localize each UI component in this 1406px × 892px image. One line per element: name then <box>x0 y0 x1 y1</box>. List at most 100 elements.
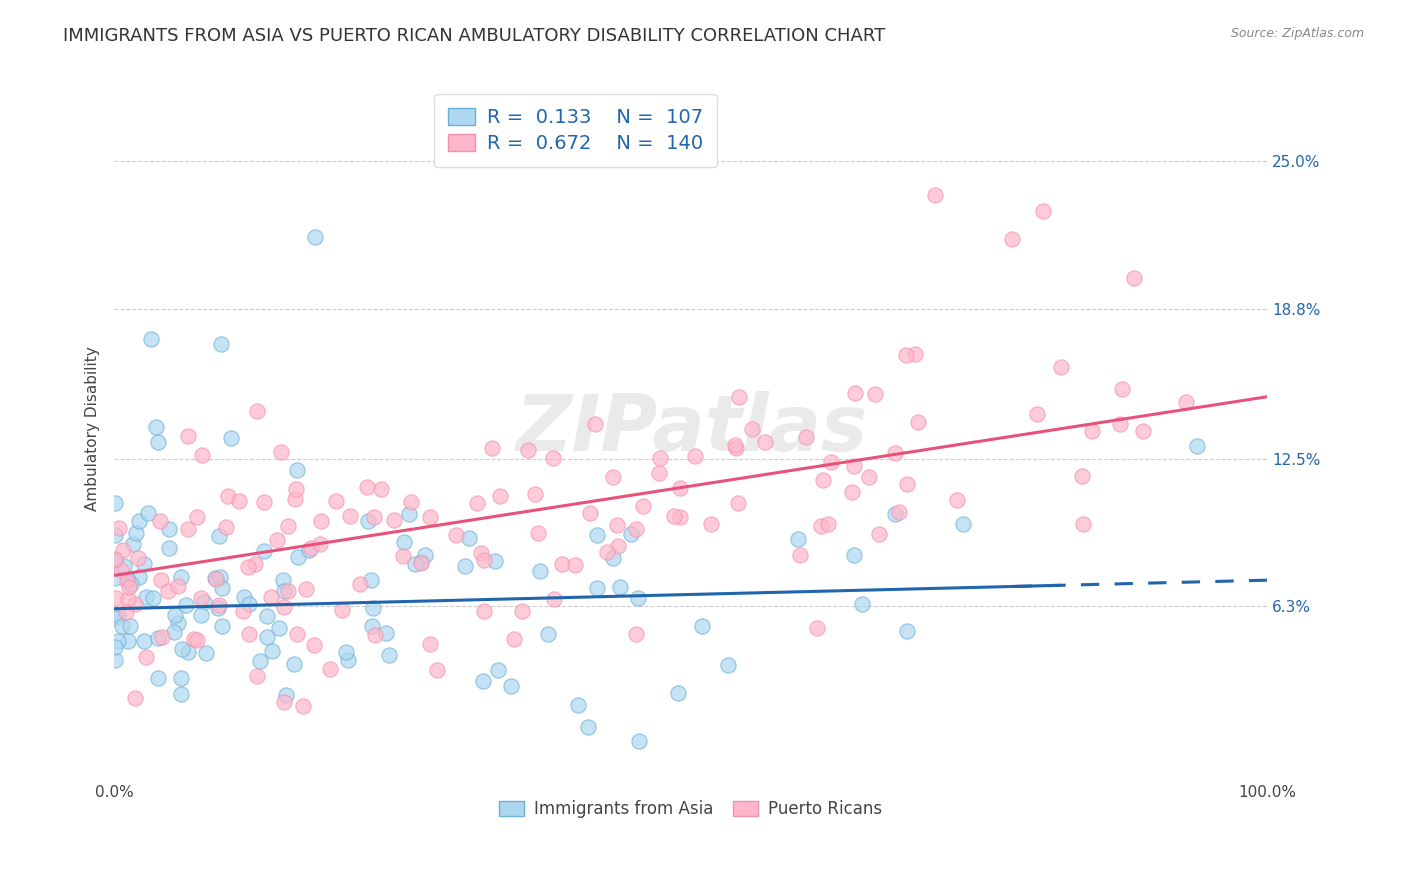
Point <box>309 537 332 551</box>
Point <box>1122 270 1144 285</box>
Point <box>820 454 842 468</box>
Point <box>284 482 307 496</box>
Point <box>609 580 631 594</box>
Point <box>273 599 295 614</box>
Point <box>863 386 886 401</box>
Point <box>1132 424 1154 438</box>
Point <box>884 445 907 459</box>
Point <box>883 507 905 521</box>
Point <box>148 632 170 646</box>
Point <box>543 592 565 607</box>
Point <box>163 608 186 623</box>
Point <box>260 591 283 605</box>
Point <box>107 634 129 648</box>
Point <box>204 571 226 585</box>
Point <box>626 626 648 640</box>
Point <box>907 415 929 429</box>
Point <box>177 645 200 659</box>
Point <box>205 573 228 587</box>
Point <box>298 542 321 557</box>
Point <box>1049 359 1071 374</box>
Point <box>128 570 150 584</box>
Point <box>626 591 648 606</box>
Point <box>669 510 692 524</box>
Point <box>952 517 974 532</box>
Point <box>374 626 396 640</box>
Point <box>724 438 747 452</box>
Point <box>399 495 422 509</box>
Point <box>246 669 269 683</box>
Point <box>112 559 135 574</box>
Point <box>690 618 713 632</box>
Point <box>363 510 385 524</box>
Y-axis label: Ambulatory Disability: Ambulatory Disability <box>86 346 100 511</box>
Point <box>277 583 299 598</box>
Point <box>145 420 167 434</box>
Point <box>115 574 138 588</box>
Point <box>1185 439 1208 453</box>
Point <box>728 390 751 404</box>
Point <box>211 619 233 633</box>
Point <box>177 429 200 443</box>
Point <box>700 516 723 531</box>
Point <box>177 523 200 537</box>
Point <box>117 580 139 594</box>
Point <box>284 492 307 507</box>
Point <box>842 459 865 474</box>
Point <box>602 470 624 484</box>
Point <box>166 579 188 593</box>
Point <box>806 621 828 635</box>
Point <box>844 385 866 400</box>
Point <box>262 644 284 658</box>
Point <box>537 626 560 640</box>
Point <box>136 506 159 520</box>
Point <box>285 627 308 641</box>
Point <box>132 557 155 571</box>
Point <box>620 526 643 541</box>
Point <box>741 422 763 436</box>
Point <box>411 556 433 570</box>
Point <box>319 662 342 676</box>
Point <box>628 734 651 748</box>
Point <box>602 551 624 566</box>
Point <box>543 450 565 465</box>
Point <box>583 417 606 431</box>
Point <box>273 584 295 599</box>
Point <box>391 549 413 563</box>
Point <box>325 494 347 508</box>
Point <box>190 591 212 605</box>
Point <box>489 490 512 504</box>
Point <box>924 188 946 202</box>
Point <box>349 577 371 591</box>
Point <box>868 527 890 541</box>
Point <box>256 609 278 624</box>
Point <box>1108 417 1130 431</box>
Point <box>727 496 749 510</box>
Point <box>529 565 551 579</box>
Point <box>249 654 271 668</box>
Point <box>273 695 295 709</box>
Point <box>120 619 142 633</box>
Point <box>207 601 229 615</box>
Point <box>896 477 918 491</box>
Point <box>157 522 180 536</box>
Point <box>170 687 193 701</box>
Point <box>170 671 193 685</box>
Point <box>186 509 208 524</box>
Point <box>458 531 481 545</box>
Point <box>157 541 180 556</box>
Point <box>607 540 630 554</box>
Point <box>357 514 380 528</box>
Point <box>277 519 299 533</box>
Point <box>444 528 467 542</box>
Point <box>287 549 309 564</box>
Point <box>256 630 278 644</box>
Point <box>586 582 609 596</box>
Point <box>183 632 205 647</box>
Point <box>330 603 353 617</box>
Point <box>104 552 127 566</box>
Point <box>1032 204 1054 219</box>
Point <box>104 652 127 666</box>
Point <box>409 555 432 569</box>
Point <box>1026 407 1049 421</box>
